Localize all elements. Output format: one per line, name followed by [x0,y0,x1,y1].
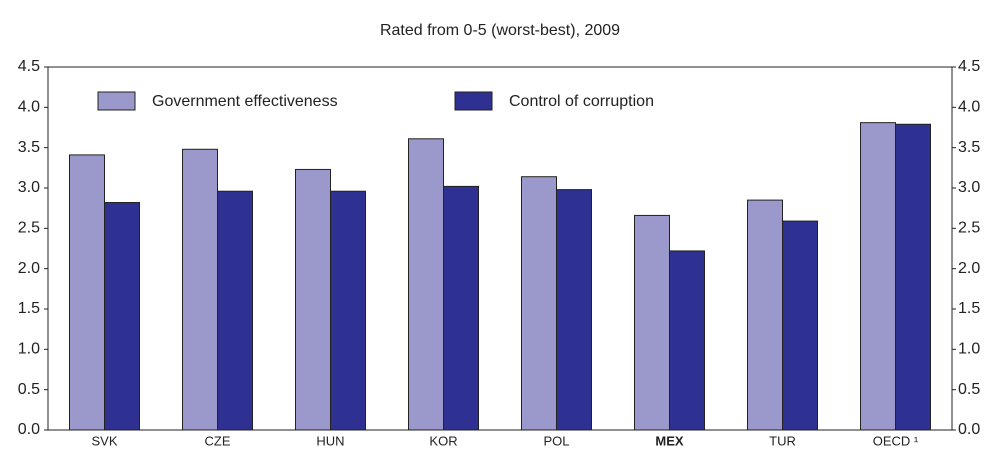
x-tick-label: OECD ¹ [873,433,919,448]
bar [330,190,366,431]
y-tick-label: 3.0 [18,179,40,196]
y-tick-label: 4.0 [18,99,40,116]
y-tick-label: 4.5 [18,58,40,75]
bar [669,250,705,431]
y2-tick-label: 3.5 [958,139,980,156]
y2-tick-label: 2.0 [958,260,980,277]
bar [408,138,444,431]
bar [217,190,253,431]
x-tick-label: TUR [769,433,796,448]
y-tick-label: 0.5 [18,381,40,398]
y2-tick-label: 3.0 [958,179,980,196]
x-tick-label: CZE [205,433,231,448]
y2-tick-label: 0.5 [958,381,980,398]
x-tick-label: HUN [316,433,344,448]
y-tick-label: 2.0 [18,260,40,277]
bar [634,214,670,431]
bar [895,123,931,431]
legend-swatch [97,91,136,111]
x-tick-label: POL [543,433,569,448]
bar [556,189,592,431]
y2-tick-label: 2.5 [958,220,980,237]
legend-label: Government effectiveness [152,93,338,110]
y-tick-label: 1.0 [18,341,40,358]
bar [443,185,479,431]
y-tick-label: 3.5 [18,139,40,156]
chart-title: Rated from 0-5 (worst-best), 2009 [380,22,620,39]
bar [747,199,783,431]
bar [295,168,331,431]
bar [782,220,818,431]
y-tick-label: 2.5 [18,220,40,237]
bar [182,148,218,431]
bar [521,176,557,431]
y-tick-label: 1.5 [18,300,40,317]
x-tick-label: MEX [655,433,684,448]
bar [69,154,105,431]
bar [104,202,140,431]
y2-tick-label: 1.0 [958,341,980,358]
y-tick-label: 0.0 [18,421,40,438]
bar [860,122,896,431]
x-tick-label: SVK [91,433,117,448]
legend-swatch [454,91,493,111]
legend-label: Control of corruption [509,93,654,110]
y2-tick-label: 0.0 [958,421,980,438]
x-tick-label: KOR [429,433,457,448]
y2-tick-label: 1.5 [958,300,980,317]
plot-frame [47,66,953,431]
y2-tick-label: 4.5 [958,58,980,75]
y2-tick-label: 4.0 [958,99,980,116]
